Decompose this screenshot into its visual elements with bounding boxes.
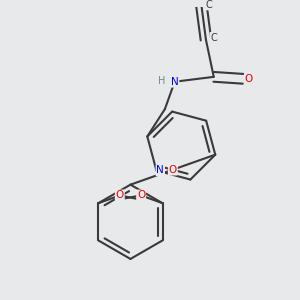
- Text: N: N: [171, 77, 178, 87]
- Text: O: O: [169, 165, 177, 175]
- Text: C: C: [210, 33, 217, 43]
- Text: O: O: [137, 190, 145, 200]
- Text: H: H: [158, 76, 166, 86]
- Text: O: O: [245, 74, 253, 84]
- Text: O: O: [116, 190, 124, 200]
- Text: C: C: [206, 0, 212, 10]
- Text: N: N: [156, 166, 164, 176]
